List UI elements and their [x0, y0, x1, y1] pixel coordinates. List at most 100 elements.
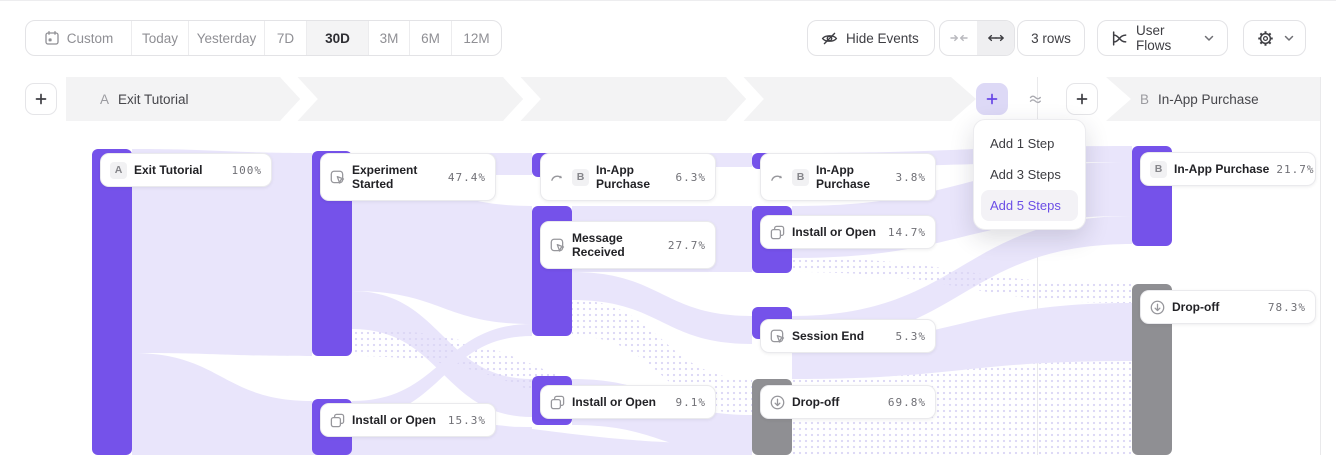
node-label: In-App Purchase [596, 163, 651, 191]
node-card-install-or-open-1[interactable]: Install or Open 14.7% [760, 215, 936, 249]
date-range-group: Custom Today Yesterday 7D 30D 3M 6M 12M [25, 20, 502, 56]
calendar-icon [44, 30, 60, 46]
step-b-letter: B [1140, 91, 1150, 107]
node-card-exit-tutorial[interactable]: A Exit Tutorial 100% [100, 153, 272, 187]
date-range-today[interactable]: Today [131, 21, 188, 55]
jump-arrow-icon [550, 170, 565, 185]
date-range-label: 6M [421, 30, 440, 46]
add-step-between-button[interactable] [976, 83, 1008, 115]
node-card-drop-off-1[interactable]: Drop-off 69.8% [760, 385, 936, 419]
approx-connector-icon [1028, 92, 1044, 106]
node-percent: 14.7% [887, 225, 926, 239]
bar-drop-off-2[interactable] [1132, 284, 1172, 455]
event-icon [550, 238, 565, 253]
date-range-30d[interactable]: 30D [306, 21, 368, 55]
node-percent: 100% [231, 163, 262, 177]
node-label: Drop-off [792, 395, 840, 409]
add-step-left-button[interactable] [25, 83, 57, 115]
gear-icon [1257, 30, 1274, 47]
date-range-label: Custom [66, 30, 114, 46]
jump-arrow-icon [770, 170, 785, 185]
node-percent: 21.7% [1276, 162, 1315, 176]
date-range-label: Yesterday [196, 30, 257, 46]
menu-item-add-1-step[interactable]: Add 1 Step [990, 136, 1055, 151]
drop-off-icon [1150, 300, 1165, 315]
chevron-down-icon [1204, 35, 1214, 42]
copy-icon [330, 413, 345, 428]
node-label: Drop-off [1172, 300, 1220, 314]
step-badge: B [792, 168, 809, 186]
step-badge: B [1150, 160, 1167, 178]
node-percent: 15.3% [447, 413, 486, 427]
date-range-yesterday[interactable]: Yesterday [188, 21, 264, 55]
event-icon [330, 170, 345, 185]
collapse-width-button[interactable] [940, 21, 977, 55]
expand-width-button[interactable] [977, 21, 1014, 55]
step-b-header: B In-App Purchase [1140, 77, 1259, 121]
node-card-message-received[interactable]: Message Received 27.7% [540, 221, 716, 269]
plus-icon [34, 92, 48, 106]
node-card-install-or-open-2[interactable]: Install or Open 9.1% [540, 385, 716, 419]
add-step-right-button[interactable] [1066, 83, 1098, 115]
plus-icon [1075, 92, 1089, 106]
node-label: Exit Tutorial [134, 163, 203, 177]
flow-step-header: A Exit Tutorial B In-App Purchase [0, 77, 1336, 121]
node-card-in-app-purchase-b[interactable]: B In-App Purchase 21.7% [1140, 152, 1316, 186]
rows-button[interactable]: 3 rows [1017, 20, 1085, 56]
node-card-in-app-purchase-1[interactable]: B In-App Purchase 6.3% [540, 153, 716, 201]
node-percent: 27.7% [667, 238, 706, 252]
width-toggle-group [939, 20, 1015, 56]
step-a-letter: A [100, 91, 110, 107]
eye-off-icon [821, 30, 838, 47]
bar-experiment-started[interactable] [312, 151, 352, 356]
node-percent: 69.8% [887, 395, 926, 409]
step-a-header: A Exit Tutorial [100, 77, 189, 121]
node-percent: 9.1% [675, 395, 706, 409]
menu-item-add-5-steps[interactable]: Add 5 Steps [981, 190, 1078, 221]
settings-button[interactable] [1243, 20, 1306, 56]
step-a-title: Exit Tutorial [118, 91, 189, 107]
node-card-session-end[interactable]: Session End 5.3% [760, 319, 936, 353]
date-range-7d[interactable]: 7D [264, 21, 306, 55]
view-selector-button[interactable]: User Flows [1097, 20, 1228, 56]
toolbar: Custom Today Yesterday 7D 30D 3M 6M 12M … [0, 1, 1336, 75]
copy-icon [550, 395, 565, 410]
node-percent: 78.3% [1267, 300, 1306, 314]
node-percent: 47.4% [447, 170, 486, 184]
date-range-label: 7D [276, 30, 295, 46]
node-label: Experiment Started [352, 163, 418, 191]
date-range-label: 3M [379, 30, 399, 46]
view-selector-label: User Flows [1136, 23, 1172, 53]
node-label: In-App Purchase [816, 163, 871, 191]
rows-label: 3 rows [1031, 30, 1071, 46]
node-card-experiment-started[interactable]: Experiment Started 47.4% [320, 153, 496, 201]
date-range-custom[interactable]: Custom [26, 21, 131, 55]
date-range-3m[interactable]: 3M [368, 21, 409, 55]
node-percent: 6.3% [675, 170, 706, 184]
date-range-label: 30D [325, 30, 350, 46]
node-card-in-app-purchase-2[interactable]: B In-App Purchase 3.8% [760, 153, 936, 201]
date-range-label: Today [141, 30, 179, 46]
arrows-outward-icon [987, 32, 1005, 44]
node-card-install-or-open-3[interactable]: Install or Open 15.3% [320, 403, 496, 437]
menu-item-add-3-steps[interactable]: Add 3 Steps [990, 167, 1061, 182]
bar-exit-tutorial[interactable] [92, 149, 132, 455]
drop-off-icon [770, 395, 785, 410]
step-badge: B [572, 168, 589, 186]
plus-icon [985, 92, 999, 106]
hide-events-label: Hide Events [846, 30, 919, 46]
node-label: Install or Open [792, 225, 877, 239]
node-card-drop-off-2[interactable]: Drop-off 78.3% [1140, 290, 1316, 324]
hide-events-button[interactable]: Hide Events [807, 20, 935, 56]
date-range-12m[interactable]: 12M [451, 21, 501, 55]
date-range-label: 12M [463, 30, 490, 46]
user-flows-icon [1111, 30, 1128, 47]
node-label: Session End [792, 329, 865, 343]
date-range-6m[interactable]: 6M [409, 21, 451, 55]
node-label: Message Received [572, 231, 625, 259]
add-step-menu: Add 1 Step Add 3 Steps Add 5 Steps [973, 119, 1086, 230]
node-label: In-App Purchase [1174, 162, 1270, 176]
event-icon [770, 329, 785, 344]
chevron-down-icon [1284, 35, 1294, 42]
